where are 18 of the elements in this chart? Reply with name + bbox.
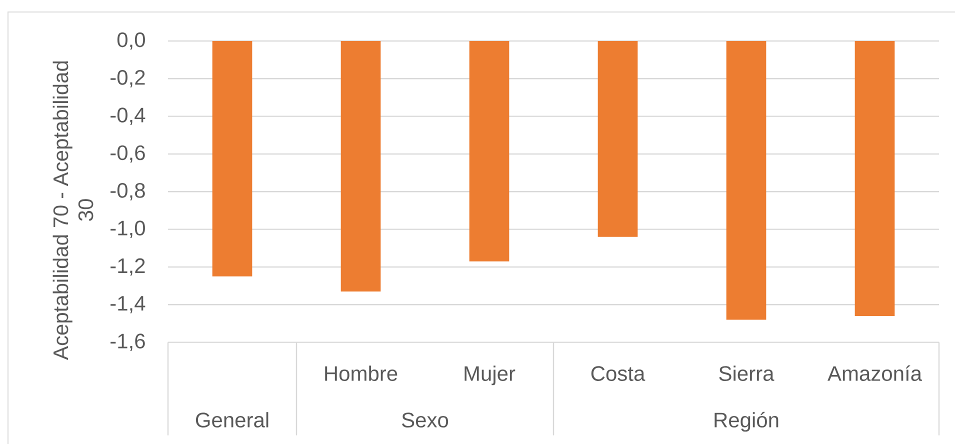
y-tick-label: -0,2	[110, 70, 145, 88]
text: Sexo	[402, 412, 448, 428]
y-axis-title: Aceptabilidad 70 - Aceptabilidad 30	[52, 61, 94, 360]
y-tick-label: -0,4	[110, 108, 146, 125]
y-tick-label: -1,2	[110, 258, 145, 276]
x-tick-label: Mujer	[464, 366, 516, 386]
y-tick-label: -0,6	[110, 145, 145, 163]
x-tick-label: Hombre	[325, 366, 398, 382]
x-tick-label: Amazonía	[828, 365, 922, 382]
x-tick-label: Sierra	[719, 366, 774, 382]
y-tick-label: -1,0	[110, 220, 145, 238]
y-tick-label: -1,4	[110, 296, 146, 314]
y-tick-label: 0,0	[117, 32, 145, 50]
y-tick-label: -1,6	[110, 334, 145, 351]
text: Región	[714, 412, 778, 432]
text: General	[196, 412, 268, 428]
x-tick-label: Costa	[591, 366, 646, 382]
y-tick-label: -0,8	[110, 182, 145, 200]
